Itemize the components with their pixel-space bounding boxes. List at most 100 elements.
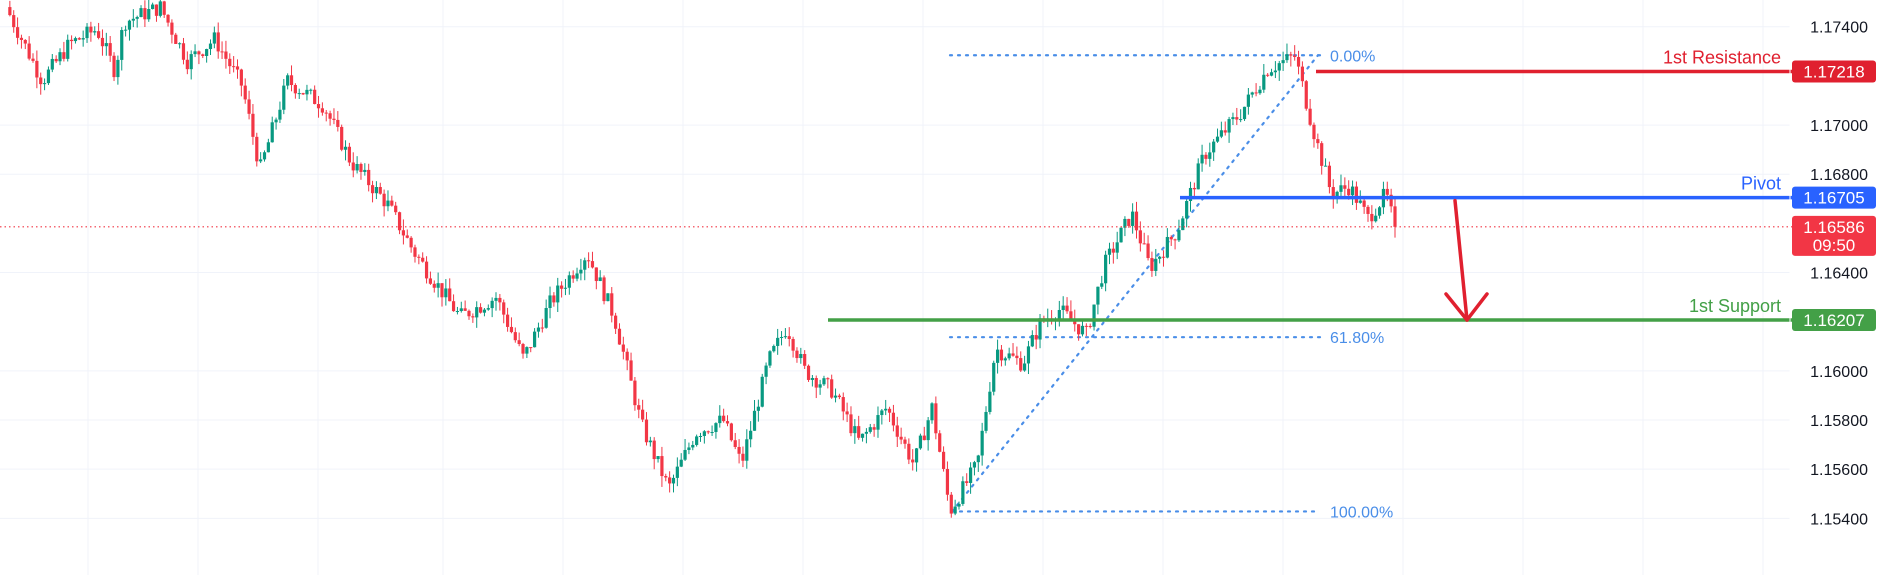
candle-body (69, 39, 74, 42)
candle (525, 346, 529, 359)
candle (552, 292, 556, 307)
candle (1370, 205, 1374, 230)
candle (972, 460, 977, 476)
candle (459, 301, 463, 313)
candle (1057, 300, 1061, 327)
candle (768, 350, 772, 368)
candle-body (776, 337, 780, 346)
candle (1316, 133, 1320, 149)
candle-body (205, 49, 209, 56)
candle-body (1370, 213, 1374, 222)
candle (1320, 141, 1324, 175)
candle-body (1142, 243, 1146, 245)
candle (934, 396, 938, 440)
candle-body (85, 26, 89, 39)
candle-body (521, 344, 525, 354)
candle (1015, 346, 1019, 365)
candle-body (405, 235, 409, 238)
candle-body (945, 468, 950, 495)
candle (1289, 51, 1293, 67)
candle (23, 39, 27, 50)
candle (941, 446, 946, 472)
candle (181, 37, 186, 65)
candle (1200, 144, 1204, 172)
candle (1327, 161, 1332, 194)
candle (814, 375, 818, 399)
candle (162, 0, 166, 18)
candle-body (1150, 258, 1154, 271)
candle (332, 108, 336, 125)
candle (455, 306, 460, 315)
candle-body (980, 430, 984, 456)
candle-body (1347, 188, 1351, 196)
candle-body (197, 51, 201, 55)
candle-body (833, 395, 838, 398)
candle (660, 446, 664, 487)
candle-body (27, 43, 31, 59)
candle-body (1350, 186, 1355, 196)
candle (968, 462, 973, 494)
candle-body (351, 162, 355, 171)
candle-body (93, 31, 97, 33)
candle (529, 347, 533, 353)
candle-body (837, 395, 841, 398)
candle-body (1223, 130, 1227, 133)
candle-body (112, 55, 116, 78)
candle (1235, 107, 1239, 126)
candle (1123, 216, 1127, 237)
candle (949, 492, 953, 518)
price-axis[interactable]: 1.17400 1.17000 1.16800 1.16400 1.16000 1.158… (1789, 0, 1868, 583)
candle-body (532, 331, 537, 348)
candle-body (1312, 124, 1316, 140)
candle-body (1273, 70, 1277, 73)
candle-body (340, 126, 344, 150)
candle-body (1231, 117, 1235, 120)
candle (108, 36, 112, 62)
candle-body (482, 309, 487, 313)
candle (517, 332, 521, 347)
candle-body (1131, 211, 1135, 226)
candle-body (899, 436, 903, 440)
candle (394, 201, 398, 215)
candle (826, 377, 830, 389)
candle-body (1007, 353, 1011, 359)
candle (926, 417, 930, 451)
candle (174, 32, 178, 44)
candle-body (367, 169, 371, 186)
candle-body (1154, 258, 1158, 271)
candle (1254, 83, 1258, 97)
candle (868, 423, 872, 434)
candle (328, 110, 332, 126)
candle (35, 50, 39, 89)
candle (112, 52, 116, 82)
candle (590, 251, 595, 269)
candle (93, 26, 97, 36)
candle-body (1250, 92, 1254, 95)
candle (945, 461, 950, 501)
candle-body (50, 58, 54, 70)
candle (779, 331, 784, 346)
candle-body (637, 405, 641, 410)
candle (343, 140, 348, 161)
candle (297, 88, 301, 99)
candle-body (617, 328, 622, 345)
candle-body (668, 477, 672, 484)
candle-body (803, 354, 807, 366)
candle (428, 271, 433, 285)
candle (725, 415, 730, 427)
candle (305, 84, 309, 101)
candle-body (1127, 218, 1131, 226)
candle (610, 287, 614, 323)
candle (158, 0, 162, 18)
candle (50, 54, 54, 73)
candle (1046, 308, 1050, 328)
candle (806, 364, 811, 382)
candle (922, 426, 926, 441)
candle (1304, 79, 1308, 111)
candle-body (324, 112, 328, 114)
candle (1007, 347, 1011, 361)
candle (116, 55, 120, 85)
candle-body (463, 308, 467, 311)
candle-body (421, 257, 425, 262)
